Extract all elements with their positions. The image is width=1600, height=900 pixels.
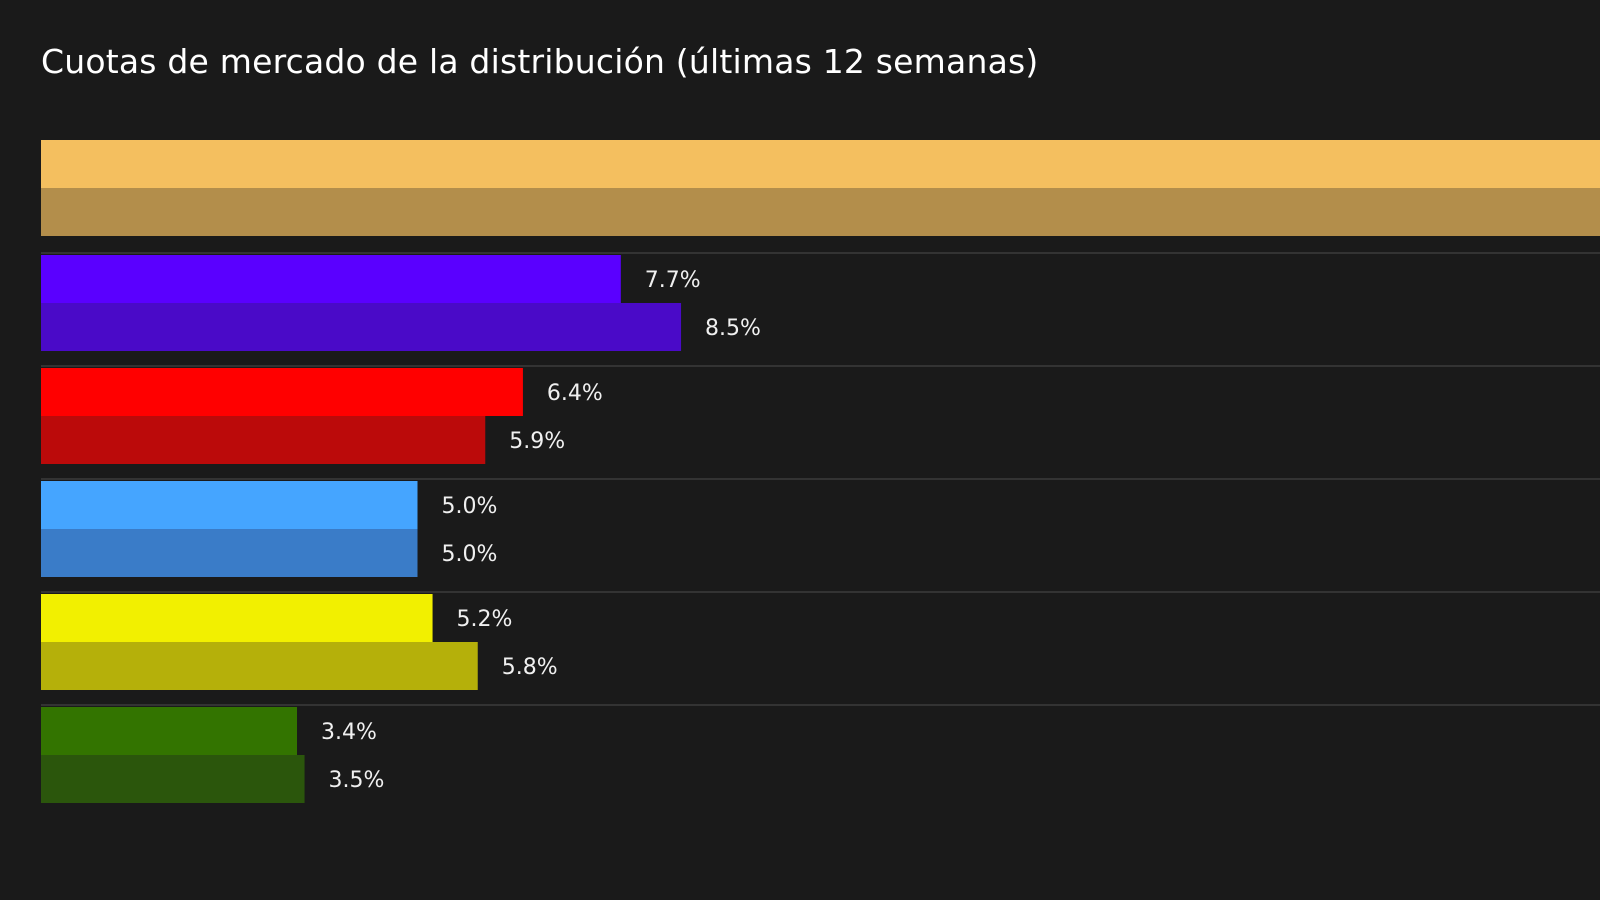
bar-5-0 <box>41 707 298 755</box>
bar-0-0 <box>41 140 1600 188</box>
bar-4-1 <box>41 642 478 690</box>
data-label: 6.4% <box>547 381 603 406</box>
data-label: 5.0% <box>442 542 498 567</box>
bar-2-1 <box>41 416 486 464</box>
bar-1-1 <box>41 303 682 351</box>
data-label: 5.8% <box>502 655 558 680</box>
bar-5-1 <box>41 755 305 803</box>
chart-title: Cuotas de mercado de la distribución (úl… <box>41 42 1039 81</box>
data-label: 5.9% <box>509 429 565 454</box>
data-label: 8.5% <box>705 316 761 341</box>
bar-1-0 <box>41 255 621 303</box>
bar-3-0 <box>41 481 418 529</box>
bar-3-1 <box>41 529 418 577</box>
bar-4-0 <box>41 594 433 642</box>
data-label: 5.0% <box>442 494 498 519</box>
bar-0-1 <box>41 188 1600 236</box>
data-label: 5.2% <box>457 607 513 632</box>
data-label: 7.7% <box>645 268 701 293</box>
data-label: 3.5% <box>329 768 385 793</box>
bar-2-0 <box>41 368 523 416</box>
data-label: 3.4% <box>321 720 377 745</box>
